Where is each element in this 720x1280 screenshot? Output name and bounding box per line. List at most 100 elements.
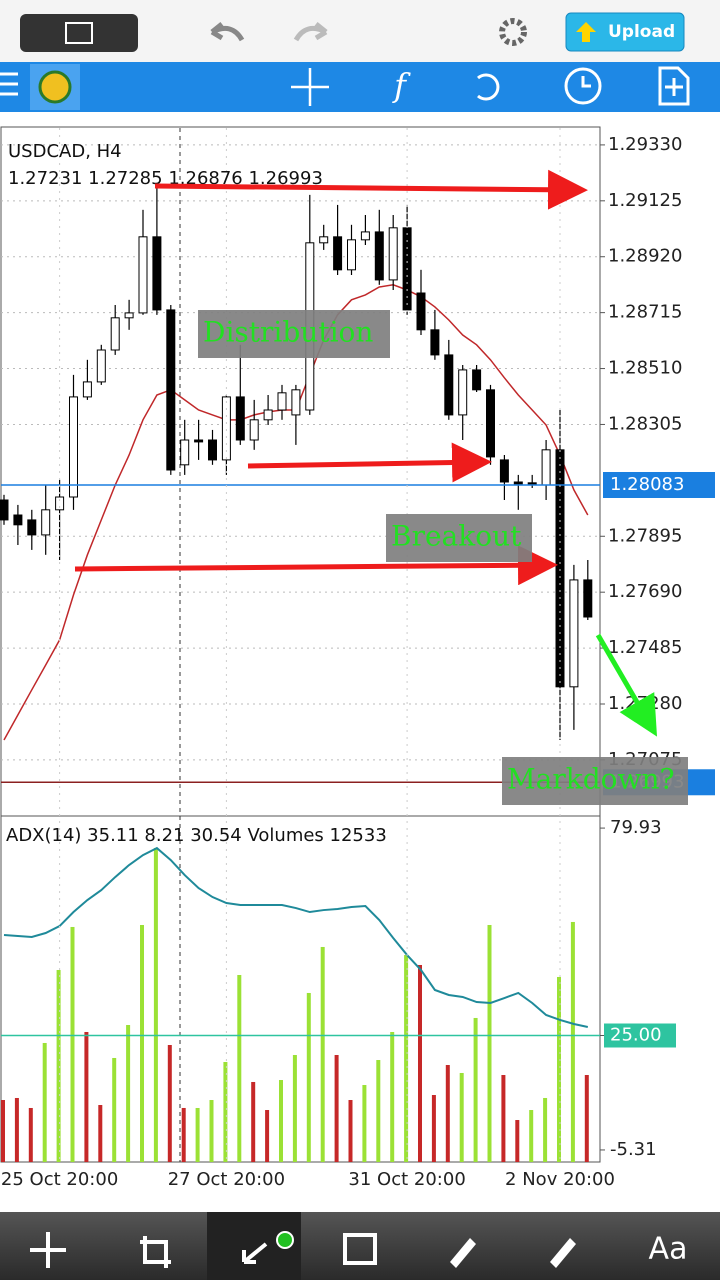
volume-bar <box>404 954 409 1162</box>
candle-body <box>319 236 329 244</box>
move-tool[interactable] <box>30 1232 66 1268</box>
candle-body <box>583 579 593 618</box>
volume-bar <box>584 1075 589 1162</box>
price-level-box <box>603 472 715 498</box>
pen-tool[interactable] <box>550 1238 576 1268</box>
volume-bar <box>251 1081 256 1162</box>
rect-tool[interactable] <box>343 1233 377 1265</box>
candle-body <box>13 514 23 526</box>
undo-icon[interactable] <box>210 22 245 42</box>
image-button[interactable] <box>20 14 138 52</box>
text-tool[interactable]: Aa <box>649 1232 688 1267</box>
annotation-box <box>502 757 688 805</box>
ohlc-readout: 1.27231 1.27285 1.26876 1.26993 <box>8 168 323 189</box>
candle-body <box>333 236 343 271</box>
x-tick-label: 27 Oct 20:00 <box>168 1169 285 1190</box>
upload-button[interactable] <box>565 12 685 52</box>
y-tick-label: 1.27895 <box>608 525 682 546</box>
candle-body <box>499 459 509 483</box>
volume-bar <box>195 1107 200 1162</box>
redo-icon[interactable] <box>293 22 328 42</box>
volume-bar <box>306 992 311 1162</box>
candle-body <box>221 396 231 461</box>
candle-body <box>69 396 78 498</box>
volume-bar <box>292 1055 297 1162</box>
volume-bar <box>362 1085 367 1162</box>
volume-bar <box>28 1107 33 1162</box>
volume-bar <box>529 1110 534 1162</box>
logo-icon <box>38 70 72 104</box>
candle-body <box>166 309 176 471</box>
candle-body <box>27 519 37 536</box>
candle-body <box>486 389 495 458</box>
settings-icon[interactable] <box>499 18 527 46</box>
volume-bar <box>42 1042 47 1162</box>
crop-tool[interactable] <box>140 1236 171 1268</box>
volume-bar <box>140 924 144 1162</box>
candle-body <box>416 292 426 331</box>
y-tick-label: 1.28510 <box>608 358 682 379</box>
candle-body <box>249 419 259 441</box>
y-tick-label: 1.28715 <box>608 302 682 323</box>
y-tick-label: 1.28920 <box>608 246 682 267</box>
annotations: Distribution Breakout Markdown? <box>198 310 688 805</box>
candle-body <box>513 481 523 485</box>
arrow <box>595 633 658 737</box>
y-tick-label: 1.27690 <box>608 581 682 602</box>
price-level-label: 1.28083 <box>610 474 684 495</box>
toolbar <box>0 62 720 112</box>
arrow <box>247 442 492 483</box>
x-tick-label: 2 Nov 20:00 <box>505 1169 615 1190</box>
x-tick-label: 31 Oct 20:00 <box>348 1169 465 1190</box>
arrow <box>74 545 558 586</box>
volume-bar <box>459 1072 464 1162</box>
candle-body <box>263 409 273 421</box>
period-hand <box>581 76 591 88</box>
volume-bar <box>237 974 242 1162</box>
annotation-box <box>198 310 390 358</box>
candle-body <box>541 449 551 486</box>
candle-body <box>388 227 398 281</box>
pointer-tool[interactable] <box>242 1242 268 1264</box>
indicator-title: ADX(14) 35.11 8.21 30.54 Volumes 12533 <box>6 825 387 846</box>
volume-bar <box>153 847 158 1162</box>
volume-bar <box>570 921 575 1162</box>
x-tick-label: 25 Oct 20:00 <box>1 1169 118 1190</box>
y-tick-label: 1.28305 <box>608 413 682 434</box>
candle-body <box>291 389 301 416</box>
candle-body <box>110 317 120 351</box>
volume-bar <box>431 1095 436 1162</box>
candle-body <box>96 349 106 383</box>
new-order-icon[interactable] <box>658 66 690 106</box>
volume-bar <box>543 1097 548 1162</box>
candle-body <box>277 392 287 411</box>
y-tick-label: 1.29330 <box>608 134 682 155</box>
volume-bar <box>320 946 325 1162</box>
candle-body <box>55 496 65 511</box>
candle-body <box>360 231 370 241</box>
candle-body <box>347 239 356 271</box>
menu-icon[interactable] <box>0 72 18 96</box>
candle-body <box>41 509 51 536</box>
pen-tool[interactable] <box>450 1238 476 1268</box>
adx-line <box>3 846 589 1028</box>
volume-bar <box>14 1097 19 1162</box>
trade-icon[interactable] <box>477 73 500 101</box>
candle-body <box>208 439 217 461</box>
period-icon[interactable] <box>564 67 602 105</box>
volume-bar <box>126 1025 131 1162</box>
crosshair-icon[interactable] <box>291 68 329 106</box>
volume-bar <box>390 1031 395 1162</box>
y-tick-label: 79.93 <box>610 817 662 838</box>
image-icon <box>65 22 93 44</box>
volume-bar <box>181 1107 186 1162</box>
candle-body <box>180 439 190 466</box>
candle-body <box>458 369 468 416</box>
candle-body <box>138 236 148 314</box>
candle-body <box>569 579 579 688</box>
annotation-box <box>386 514 532 562</box>
candle-body <box>235 396 245 441</box>
candle-body <box>430 329 440 356</box>
candle-body <box>152 236 162 311</box>
